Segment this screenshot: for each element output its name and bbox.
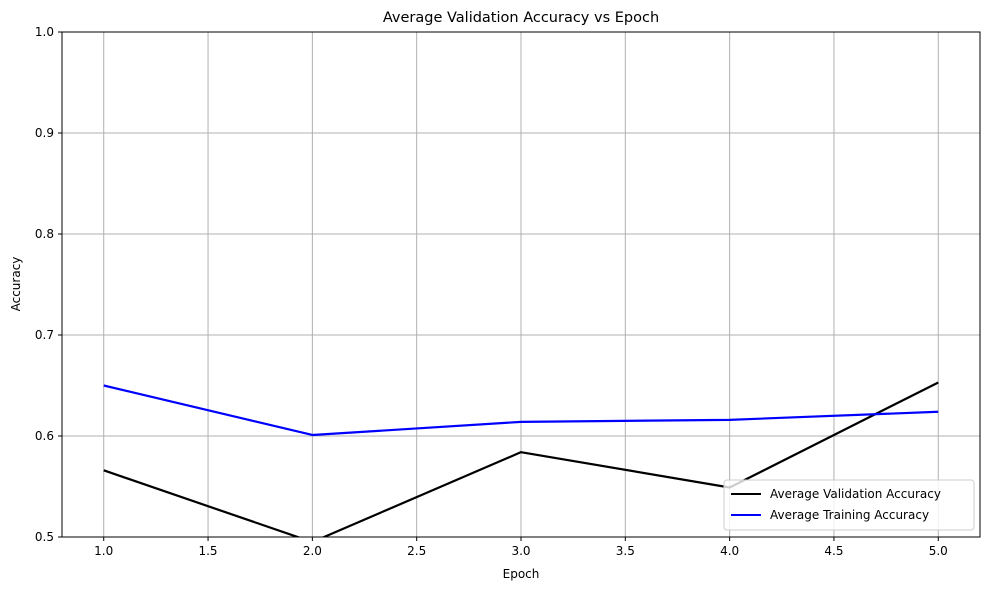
x-tick-label: 4.5: [824, 544, 843, 558]
x-tick-label: 1.0: [94, 544, 113, 558]
y-tick-label: 0.6: [35, 429, 54, 443]
y-tick-label: 0.7: [35, 328, 54, 342]
legend: Average Validation Accuracy Average Trai…: [723, 479, 975, 531]
x-tick-label: 2.5: [407, 544, 426, 558]
axis-ticks: 1.0 1.5 2.0 2.5 3.0 3.5 4.0 4.5 5.0 0.5 0.6 0.7 0.8 0…: [35, 25, 948, 558]
y-tick-label: 0.9: [35, 126, 54, 140]
legend-box: [723, 479, 975, 531]
x-tick-label: 4.0: [720, 544, 739, 558]
x-tick-label: 2.0: [303, 544, 322, 558]
chart-title: Average Validation Accuracy vs Epoch: [383, 10, 659, 26]
y-tick-label: 0.5: [35, 530, 54, 544]
x-tick-label: 5.0: [929, 544, 948, 558]
legend-label-training: Average Training Accuracy: [770, 508, 929, 522]
y-axis-label: Accuracy: [9, 257, 23, 312]
y-tick-label: 0.8: [35, 227, 54, 241]
x-tick-label: 3.0: [511, 544, 530, 558]
y-tick-label: 1.0: [35, 25, 54, 39]
legend-label-validation: Average Validation Accuracy: [770, 487, 941, 501]
x-tick-label: 3.5: [616, 544, 635, 558]
x-axis-label: Epoch: [503, 567, 540, 581]
x-tick-label: 1.5: [198, 544, 217, 558]
